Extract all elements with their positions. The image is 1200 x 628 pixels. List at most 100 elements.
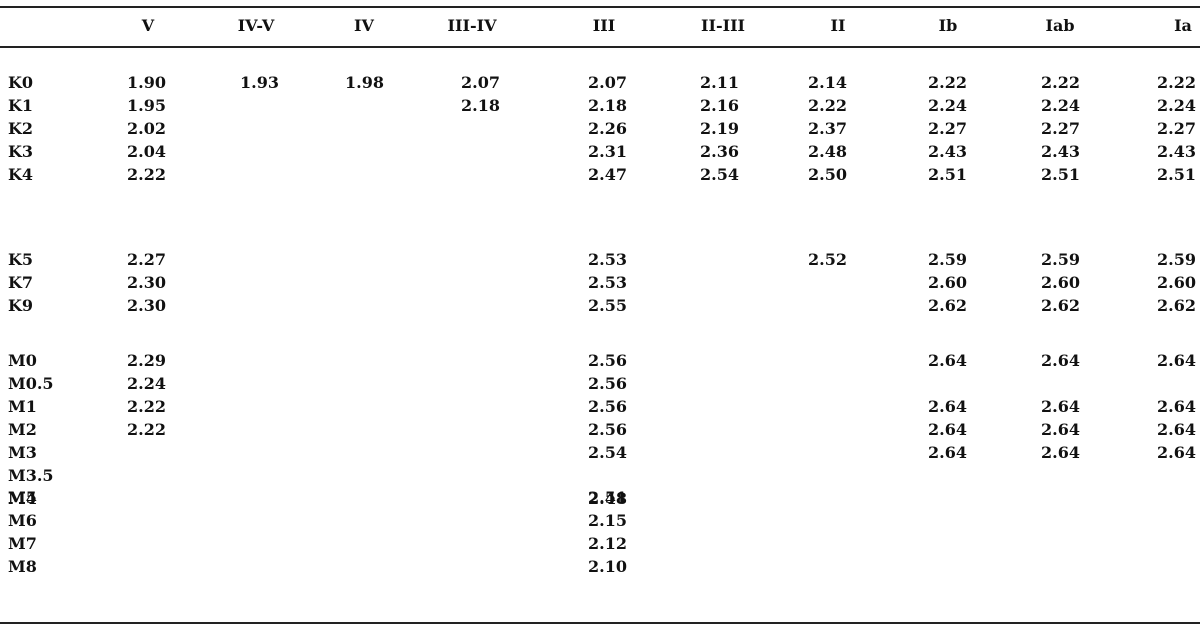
table-cell: 2.64	[1041, 420, 1080, 439]
table-cell: 2.02	[127, 119, 166, 138]
table-cell: 1.98	[345, 73, 384, 92]
table-cell: 2.64	[928, 420, 967, 439]
table-cell: 2.64	[928, 397, 967, 416]
table-cell: 2.22	[928, 73, 967, 92]
table-cell: 2.14	[808, 73, 847, 92]
table-cell: 2.22	[127, 420, 166, 439]
table-cell: 2.62	[1157, 296, 1196, 315]
table-cell: 2.24	[928, 96, 967, 115]
row-label: M8	[8, 557, 37, 576]
table-cell: 2.60	[1041, 273, 1080, 292]
table-cell: 2.11	[700, 73, 739, 92]
table-cell: 2.30	[127, 296, 166, 315]
table-bottom-rule	[0, 622, 1200, 624]
row-label: K1	[8, 96, 34, 115]
column-header: IV-V	[237, 16, 275, 35]
row-label: M6	[8, 511, 37, 530]
row-label: K3	[8, 142, 34, 161]
table-cell: 1.93	[240, 73, 279, 92]
row-label: M0	[8, 351, 37, 370]
table-cell: 2.60	[1157, 273, 1196, 292]
table-cell: 2.16	[700, 96, 739, 115]
table-cell: 2.29	[127, 351, 166, 370]
row-label: K0	[8, 73, 34, 92]
table-cell: 2.24	[1041, 96, 1080, 115]
table-cell: 2.64	[928, 351, 967, 370]
table-cell: 2.36	[700, 142, 739, 161]
table-cell: 2.64	[1041, 351, 1080, 370]
table-top-rule	[0, 6, 1200, 8]
row-label: M2	[8, 420, 37, 439]
table-cell: 2.64	[1157, 397, 1196, 416]
table-cell: 2.51	[928, 165, 967, 184]
table-cell: 2.24	[127, 374, 166, 393]
table-cell: 2.47	[588, 165, 627, 184]
row-label: K2	[8, 119, 34, 138]
table-cell: 2.07	[588, 73, 627, 92]
table-cell: 2.56	[588, 374, 627, 393]
table-cell: 2.51	[1157, 165, 1196, 184]
table-cell: 2.56	[588, 420, 627, 439]
table-cell: 2.10	[588, 557, 627, 576]
table-cell: 2.27	[127, 250, 166, 269]
row-label: M5	[8, 488, 37, 507]
row-label: K9	[8, 296, 34, 315]
table-cell: 2.59	[1041, 250, 1080, 269]
row-label: M7	[8, 534, 37, 553]
table-cell: 2.43	[1157, 142, 1196, 161]
table-cell: 2.30	[127, 273, 166, 292]
table-cell: 2.48	[588, 489, 627, 508]
table-cell: 2.54	[588, 443, 627, 462]
column-header: Ia	[1174, 16, 1192, 35]
table-cell: 2.52	[808, 250, 847, 269]
table-cell: 2.62	[1041, 296, 1080, 315]
column-header: II-III	[700, 16, 746, 35]
column-header: Ib	[938, 16, 958, 35]
table-cell: 2.37	[808, 119, 847, 138]
row-label: M0.5	[8, 374, 54, 393]
table-cell: 2.07	[461, 73, 500, 92]
table-cell: 2.22	[1041, 73, 1080, 92]
column-header: II	[830, 16, 846, 35]
row-label: K7	[8, 273, 34, 292]
table-cell: 2.15	[588, 511, 627, 530]
table-cell: 2.59	[1157, 250, 1196, 269]
table-header-rule	[0, 46, 1200, 48]
table-cell: 2.18	[588, 96, 627, 115]
table-cell: 2.48	[808, 142, 847, 161]
table-cell: 2.64	[928, 443, 967, 462]
row-label: M1	[8, 397, 37, 416]
table-cell: 2.22	[808, 96, 847, 115]
table-cell: 2.54	[700, 165, 739, 184]
table-cell: 2.43	[928, 142, 967, 161]
table-cell: 2.27	[928, 119, 967, 138]
table-cell: 2.64	[1157, 351, 1196, 370]
row-label: M3	[8, 443, 37, 462]
column-header: IV	[354, 16, 374, 35]
table-cell: 2.55	[588, 296, 627, 315]
table-cell: 2.22	[1157, 73, 1196, 92]
table-cell: 2.64	[1157, 420, 1196, 439]
table-cell: 2.18	[461, 96, 500, 115]
table-cell: 2.27	[1041, 119, 1080, 138]
column-header: V	[141, 16, 155, 35]
table-cell: 2.64	[1157, 443, 1196, 462]
table-cell: 2.22	[127, 397, 166, 416]
table-cell: 2.43	[1041, 142, 1080, 161]
table-cell: 2.64	[1041, 443, 1080, 462]
table-cell: 2.56	[588, 351, 627, 370]
row-label: K5	[8, 250, 34, 269]
table-cell: 2.22	[127, 165, 166, 184]
table-cell: 2.19	[700, 119, 739, 138]
row-label: K4	[8, 165, 34, 184]
table-cell: 2.26	[588, 119, 627, 138]
column-header: III-IV	[447, 16, 497, 35]
table-cell: 2.64	[1041, 397, 1080, 416]
table-cell: 2.60	[928, 273, 967, 292]
table-cell: 2.51	[1041, 165, 1080, 184]
table-cell: 1.95	[127, 96, 166, 115]
table-cell: 2.12	[588, 534, 627, 553]
table-cell: 2.50	[808, 165, 847, 184]
table-cell: 2.31	[588, 142, 627, 161]
column-header: Iab	[1045, 16, 1075, 35]
